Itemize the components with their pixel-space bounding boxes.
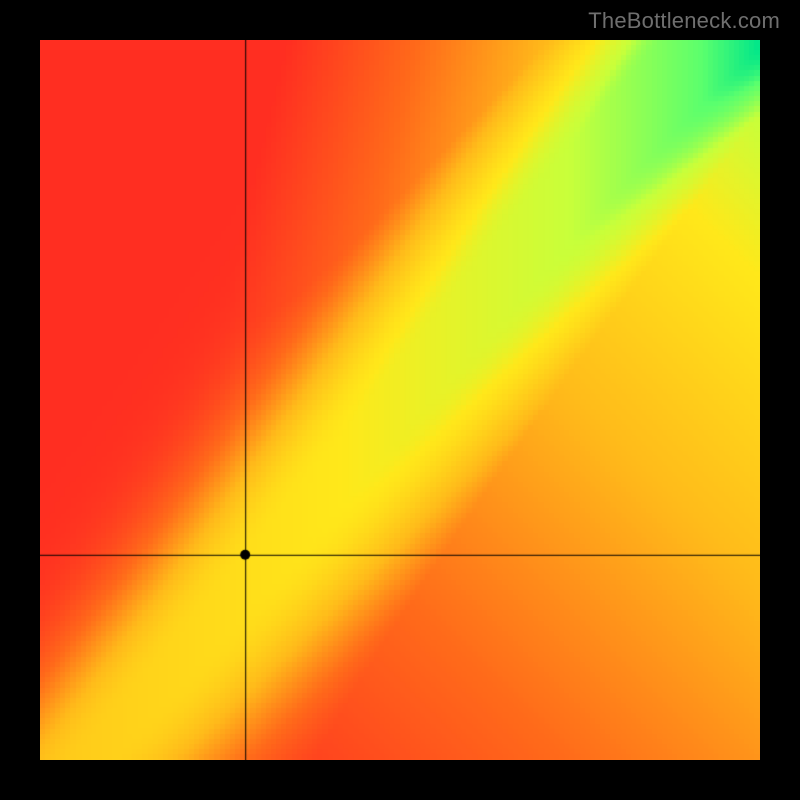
watermark-text: TheBottleneck.com [588,8,780,34]
bottleneck-heatmap [40,40,760,760]
heatmap-canvas [40,40,760,760]
